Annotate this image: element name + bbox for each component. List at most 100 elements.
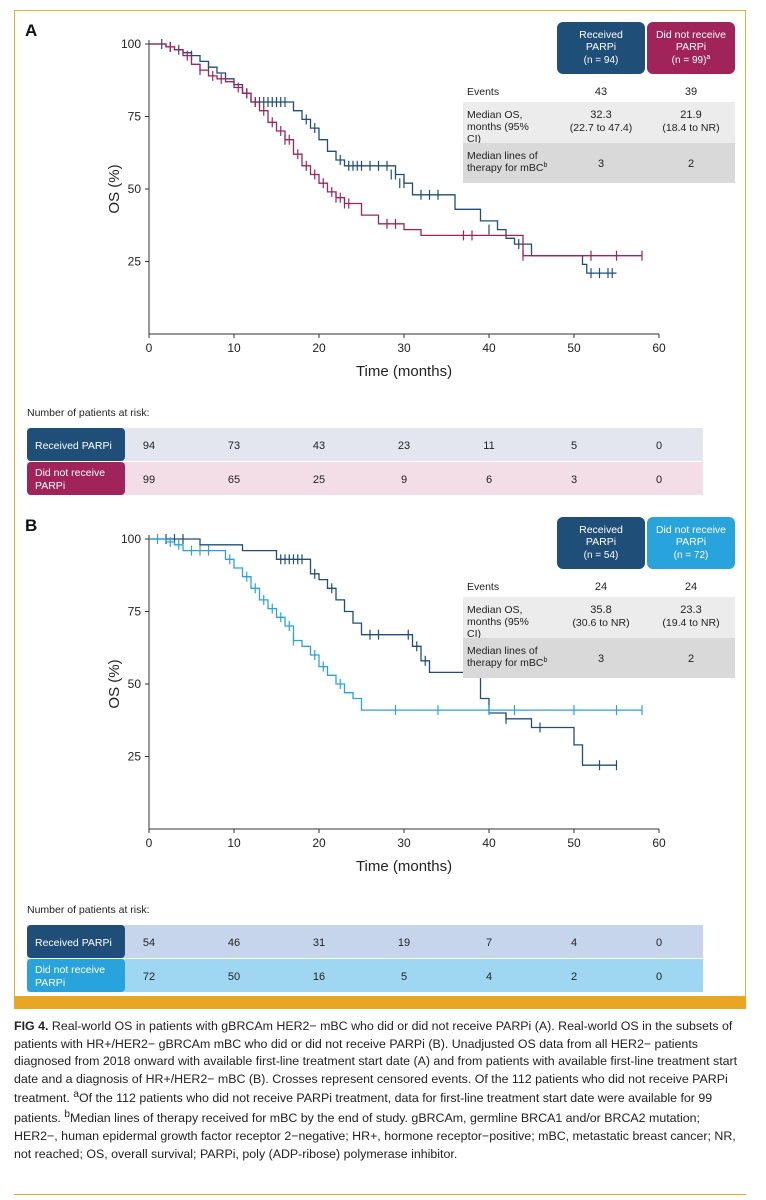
risk-row-bg	[27, 428, 703, 461]
risk-value: 0	[656, 474, 662, 486]
risk-row-label-line2: PARPi	[35, 977, 65, 989]
y-tick-label: 50	[128, 677, 142, 691]
risk-value: 50	[228, 971, 240, 983]
risk-table-title: Number of patients at risk:	[27, 904, 150, 916]
x-tick-label: 50	[567, 836, 581, 850]
risk-row-label-bg	[27, 925, 125, 958]
table-row-bg	[463, 80, 735, 102]
table-header-n: (n = 99)a	[672, 54, 711, 66]
table-row-label: Median lines of therapy for mBCb	[467, 150, 547, 174]
risk-row-label-bg	[27, 462, 125, 495]
y-axis-label: OS (%)	[106, 659, 123, 708]
panel-a-label: A	[25, 21, 38, 40]
x-tick-label: 10	[227, 341, 241, 355]
table-header-line1: Did not receive	[656, 29, 726, 41]
risk-value: 99	[143, 474, 155, 486]
orange-divider	[14, 996, 746, 1009]
table-value: 2	[688, 653, 694, 665]
risk-value: 16	[313, 971, 325, 983]
table-row-bg	[463, 638, 735, 678]
table-row-bg	[463, 597, 735, 638]
caption-fig-label: FIG 4.	[14, 1019, 49, 1033]
table-row-label: Median OS, months (95% CI)	[467, 604, 529, 640]
x-tick-label: 10	[227, 836, 241, 850]
figure-caption: FIG 4. Real-world OS in patients with gB…	[14, 1018, 746, 1163]
x-axis-label: Time (months)	[356, 858, 452, 875]
km-curve-series-1	[149, 43, 617, 274]
caption-sup-a: a	[73, 1089, 79, 1101]
table-value-ci: (19.4 to NR)	[662, 617, 719, 629]
table-value: 24	[595, 581, 607, 593]
bottom-rule	[14, 1194, 746, 1195]
risk-row-label-line1: Did not receive	[35, 964, 105, 976]
risk-value: 46	[228, 937, 240, 949]
table-header-n: (n = 72)	[674, 550, 709, 561]
table-value-ci: (30.6 to NR)	[572, 617, 629, 629]
table-value: 24	[685, 581, 697, 593]
risk-row-label-bg	[27, 428, 125, 461]
risk-value: 9	[401, 474, 407, 486]
y-tick-label: 100	[121, 37, 141, 51]
risk-value: 0	[656, 937, 662, 949]
panel-b-label: B	[25, 516, 38, 535]
table-header-n: (n = 94)	[584, 55, 619, 66]
table-header-line1: Did not receive	[656, 524, 726, 536]
caption-text-3: Median lines of therapy received for mBC…	[14, 1111, 736, 1161]
risk-value: 25	[313, 474, 325, 486]
table-header-line2: PARPi	[676, 536, 706, 548]
risk-value: 43	[313, 440, 325, 452]
risk-value: 31	[313, 937, 325, 949]
x-tick-label: 40	[482, 341, 496, 355]
risk-row-bg	[27, 462, 703, 495]
table-row-bg	[463, 102, 735, 143]
table-row-label: Events	[467, 581, 499, 593]
table-header-line1: Received	[579, 29, 623, 41]
x-tick-label: 0	[146, 836, 153, 850]
risk-value: 0	[656, 971, 662, 983]
table-header-cell	[557, 517, 645, 569]
table-header-line2: PARPi	[586, 41, 616, 53]
table-value: 35.8	[590, 604, 611, 616]
table-value-ci: (22.7 to 47.4)	[570, 122, 632, 134]
table-header-cell	[647, 22, 735, 74]
risk-row-bg	[27, 925, 703, 958]
x-tick-label: 30	[397, 836, 411, 850]
risk-row-label-line2: PARPi	[35, 480, 65, 492]
risk-row-label: Received PARPi	[35, 440, 112, 452]
table-header-cell	[557, 22, 645, 74]
risk-value: 5	[401, 971, 407, 983]
x-tick-label: 40	[482, 836, 496, 850]
table-value-ci: (18.4 to NR)	[662, 122, 719, 134]
table-header-cell	[647, 517, 735, 569]
risk-value: 23	[398, 440, 410, 452]
table-row-label: Median lines of therapy for mBCb	[467, 645, 547, 669]
x-tick-label: 20	[312, 836, 326, 850]
risk-value: 7	[486, 937, 492, 949]
y-tick-label: 50	[128, 182, 142, 196]
risk-value: 5	[571, 440, 577, 452]
table-header-line2: PARPi	[586, 536, 616, 548]
table-value: 21.9	[680, 109, 701, 121]
table-header-line2: PARPi	[676, 41, 706, 53]
table-row-label: Median OS, months (95% CI)	[467, 109, 529, 145]
risk-value: 72	[143, 971, 155, 983]
table-value: 32.3	[590, 109, 611, 121]
y-tick-label: 75	[128, 110, 142, 124]
y-tick-label: 75	[128, 605, 142, 619]
table-value: 2	[688, 158, 694, 170]
table-value: 3	[598, 653, 604, 665]
y-axis-label: OS (%)	[106, 164, 123, 213]
risk-value: 65	[228, 474, 240, 486]
risk-row-bg	[27, 959, 703, 992]
table-header-n: (n = 54)	[584, 550, 619, 561]
figure-frame: A 0 10 20 30 40 50 60 25 50 75 100 Time (months) OS …	[14, 10, 746, 998]
risk-value: 4	[486, 971, 492, 983]
risk-value: 19	[398, 937, 410, 949]
risk-row-label-line1: Did not receive	[35, 467, 105, 479]
table-value: 3	[598, 158, 604, 170]
risk-row-label: Received PARPi	[35, 937, 112, 949]
x-tick-label: 20	[312, 341, 326, 355]
risk-value: 6	[486, 474, 492, 486]
